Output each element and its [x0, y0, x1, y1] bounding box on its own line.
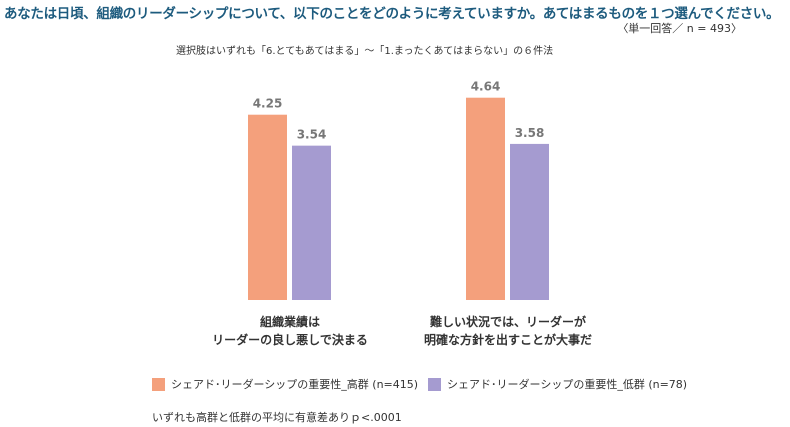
data-label: 3.54: [297, 128, 327, 142]
category-label-1: 難しい状況では、リーダーが 明確な方針を出すことが大事だ: [398, 313, 618, 349]
category-line: リーダーの良し悪しで決まる: [212, 333, 368, 347]
sample-size: 〈単一回答／ n = 493〉: [617, 22, 742, 35]
legend-label-high: シェアド･リーダーシップの重要性_高群 (n=415): [171, 378, 419, 391]
category-label-0: 組織業績は リーダーの良し悪しで決まる: [180, 313, 400, 349]
data-label: 3.58: [515, 126, 545, 140]
bar-high-1: [466, 97, 505, 300]
data-label: 4.25: [253, 97, 283, 111]
footnote: いずれも高群と低群の平均に有意差ありｐ<.0001: [152, 411, 402, 424]
legend-swatch-low: [428, 377, 442, 391]
legend-label-low: シェアド･リーダーシップの重要性_低群 (n=78): [447, 378, 688, 391]
scale-note: 選択肢はいずれも「6.とてもあてはまる」〜「1.まったくあてはまらない」の６件法: [176, 46, 554, 57]
category-line: 難しい状況では、リーダーが: [429, 315, 586, 329]
legend-swatch-high: [152, 377, 165, 391]
bar-low-1: [510, 143, 549, 300]
bar-low-0: [292, 145, 331, 300]
category-line: 明確な方針を出すことが大事だ: [423, 333, 592, 347]
legend: シェアド･リーダーシップの重要性_高群 (n=415) シェアド･リーダーシップ…: [152, 376, 687, 392]
bar-high-0: [248, 114, 287, 300]
question-title: あなたは日頃、組織のリーダーシップについて、以下のことをどのように考えていますか…: [4, 6, 780, 22]
category-line: 組織業績は: [259, 315, 320, 329]
data-label: 4.64: [471, 80, 501, 94]
